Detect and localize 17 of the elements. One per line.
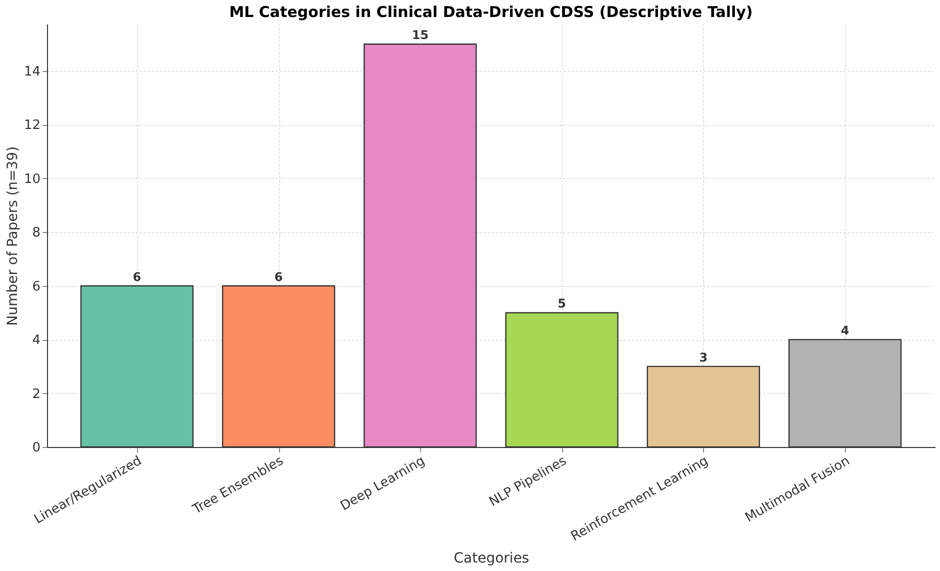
y-tick-label: 6 [32, 279, 40, 294]
y-tick-label: 12 [24, 118, 40, 134]
data-label: 3 [699, 350, 708, 364]
y-tick-label: 2 [32, 386, 40, 402]
data-label: 6 [132, 270, 142, 284]
x-axis-title: Categories [454, 550, 530, 567]
data-label: 4 [840, 324, 850, 338]
y-tick-label: 14 [24, 64, 40, 80]
y-tick-label: 4 [32, 333, 40, 348]
data-label: 15 [412, 28, 429, 42]
y-tick-label: 0 [32, 440, 40, 456]
y-axis-title: Number of Papers (n=39) [4, 146, 21, 326]
data-label: 5 [558, 296, 566, 311]
chart-title: ML Categories in Clinical Data-Driven CDSS (Descriptive Tally) [229, 3, 753, 21]
y-tick-label: 8 [32, 226, 40, 241]
data-label: 6 [274, 270, 283, 284]
y-tick-label: 10 [24, 172, 40, 187]
